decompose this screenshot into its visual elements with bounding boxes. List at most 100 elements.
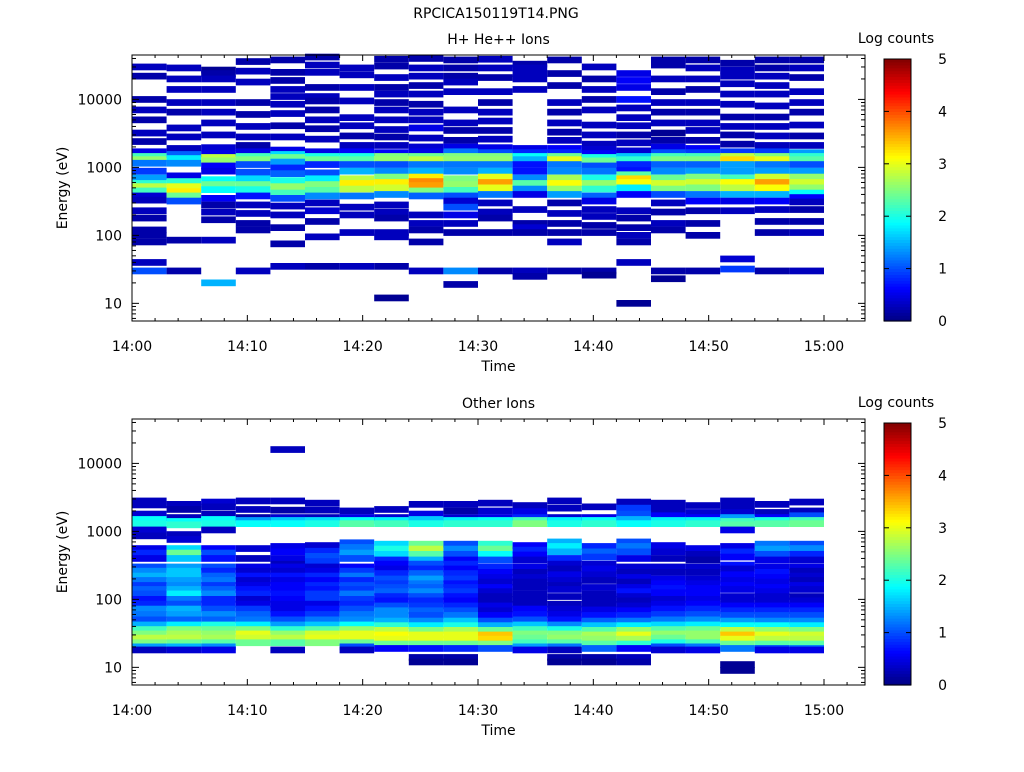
heatmap-cell — [616, 588, 651, 595]
heatmap-cell — [478, 631, 513, 639]
heatmap-cell — [374, 179, 409, 186]
heatmap-cell — [166, 108, 202, 116]
heatmap-cell — [754, 574, 790, 581]
colorbar-segment — [884, 597, 911, 602]
heatmap-cell — [547, 626, 582, 633]
heatmap-cell — [651, 555, 686, 562]
colorbar-segment — [884, 667, 911, 672]
heatmap-cell — [512, 86, 548, 93]
panel-title: H+ He++ Ions — [447, 32, 550, 48]
heatmap-cell — [789, 498, 824, 506]
colorbar-segment — [884, 166, 911, 171]
heatmap-cell — [443, 197, 478, 205]
heatmap-cell — [685, 167, 721, 175]
heatmap-cell — [132, 572, 167, 580]
colorbar-label: Log counts — [858, 395, 934, 411]
heatmap-cell — [478, 267, 513, 275]
heatmap-cell — [305, 499, 340, 507]
heatmap-cell — [754, 82, 790, 89]
heatmap-cell — [305, 125, 340, 133]
colorbar-segment — [884, 682, 911, 686]
heatmap-cell — [720, 640, 755, 648]
heatmap-cell — [443, 560, 478, 568]
colorbar-segment — [884, 76, 911, 80]
heatmap-cell — [443, 551, 478, 558]
heatmap-cell — [754, 631, 790, 639]
x-tick-label: 14:40 — [573, 339, 613, 355]
heatmap-cell — [581, 222, 617, 229]
heatmap-cell — [443, 72, 478, 80]
colorbar-segment — [884, 548, 911, 552]
x-tick-label: 14:40 — [573, 703, 613, 719]
heatmap-cell — [201, 626, 236, 633]
heatmap-cell — [374, 560, 409, 568]
heatmap-cell — [339, 175, 375, 183]
heatmap-cell — [443, 627, 478, 634]
heatmap-cell — [305, 611, 340, 618]
colorbar-segment — [884, 457, 911, 462]
heatmap-cell — [754, 64, 790, 72]
heatmap-cell — [512, 605, 548, 613]
heatmap-cell — [201, 154, 236, 161]
heatmap-cell — [547, 586, 582, 593]
heatmap-cell — [720, 631, 755, 639]
heatmap-cell — [478, 199, 513, 207]
heatmap-cell — [339, 605, 375, 613]
colorbar-segment — [884, 495, 911, 500]
heatmap-cell — [616, 548, 651, 556]
colorbar-segment — [884, 280, 911, 284]
heatmap-cell — [201, 108, 236, 116]
heatmap-cell — [512, 600, 548, 608]
colorbar-segment — [884, 513, 911, 517]
heatmap-cell — [720, 131, 755, 139]
colorbar-segment — [884, 262, 911, 267]
colorbar-tick-label: 1 — [938, 626, 947, 642]
heatmap-cell — [581, 553, 617, 561]
heatmap-cell — [339, 586, 375, 593]
heatmap-cell — [512, 584, 548, 591]
heatmap-cell — [547, 497, 582, 505]
heatmap-cell — [270, 56, 305, 64]
colorbar-segment — [884, 600, 911, 605]
heatmap-cell — [132, 516, 167, 523]
colorbar-segment — [884, 178, 911, 182]
heatmap-cell — [339, 563, 375, 571]
heatmap-cell — [547, 199, 582, 207]
colorbar-segment — [884, 239, 911, 243]
heatmap-cell — [789, 218, 824, 225]
colorbar-segment — [884, 455, 911, 459]
heatmap-cell — [754, 597, 790, 605]
colorbar-tick-label: 3 — [938, 157, 947, 173]
heatmap-cell — [374, 640, 409, 648]
heatmap-cell — [685, 630, 721, 638]
heatmap-cell — [408, 654, 444, 661]
heatmap-cell — [132, 567, 167, 575]
heatmap-cell — [547, 229, 582, 236]
heatmap-cell — [374, 612, 409, 619]
heatmap-cell — [581, 180, 617, 187]
colorbar-tick-label: 0 — [938, 314, 947, 330]
heatmap-cell — [478, 135, 513, 143]
colorbar-segment — [884, 521, 911, 526]
heatmap-cell — [720, 577, 755, 584]
heatmap-cell — [305, 175, 340, 183]
heatmap-cell — [443, 575, 478, 583]
colorbar-segment — [884, 591, 911, 596]
heatmap-cell — [547, 582, 582, 589]
heatmap-cell — [754, 218, 790, 225]
heatmap-cell — [547, 174, 582, 182]
heatmap-cell — [547, 605, 582, 613]
heatmap-cell — [374, 233, 409, 241]
colorbar-segment — [884, 265, 911, 270]
heatmap-cell — [305, 547, 340, 555]
colorbar-segment — [884, 620, 911, 625]
heatmap-cell — [685, 156, 721, 163]
heatmap-cell — [201, 131, 236, 139]
colorbar-segment — [884, 428, 911, 433]
heatmap-cell — [305, 169, 340, 177]
heatmap-cell — [443, 640, 478, 648]
heatmap-cell — [235, 168, 271, 176]
heatmap-cell — [685, 207, 721, 215]
heatmap-cell — [166, 567, 202, 575]
heatmap-cell — [616, 569, 651, 576]
